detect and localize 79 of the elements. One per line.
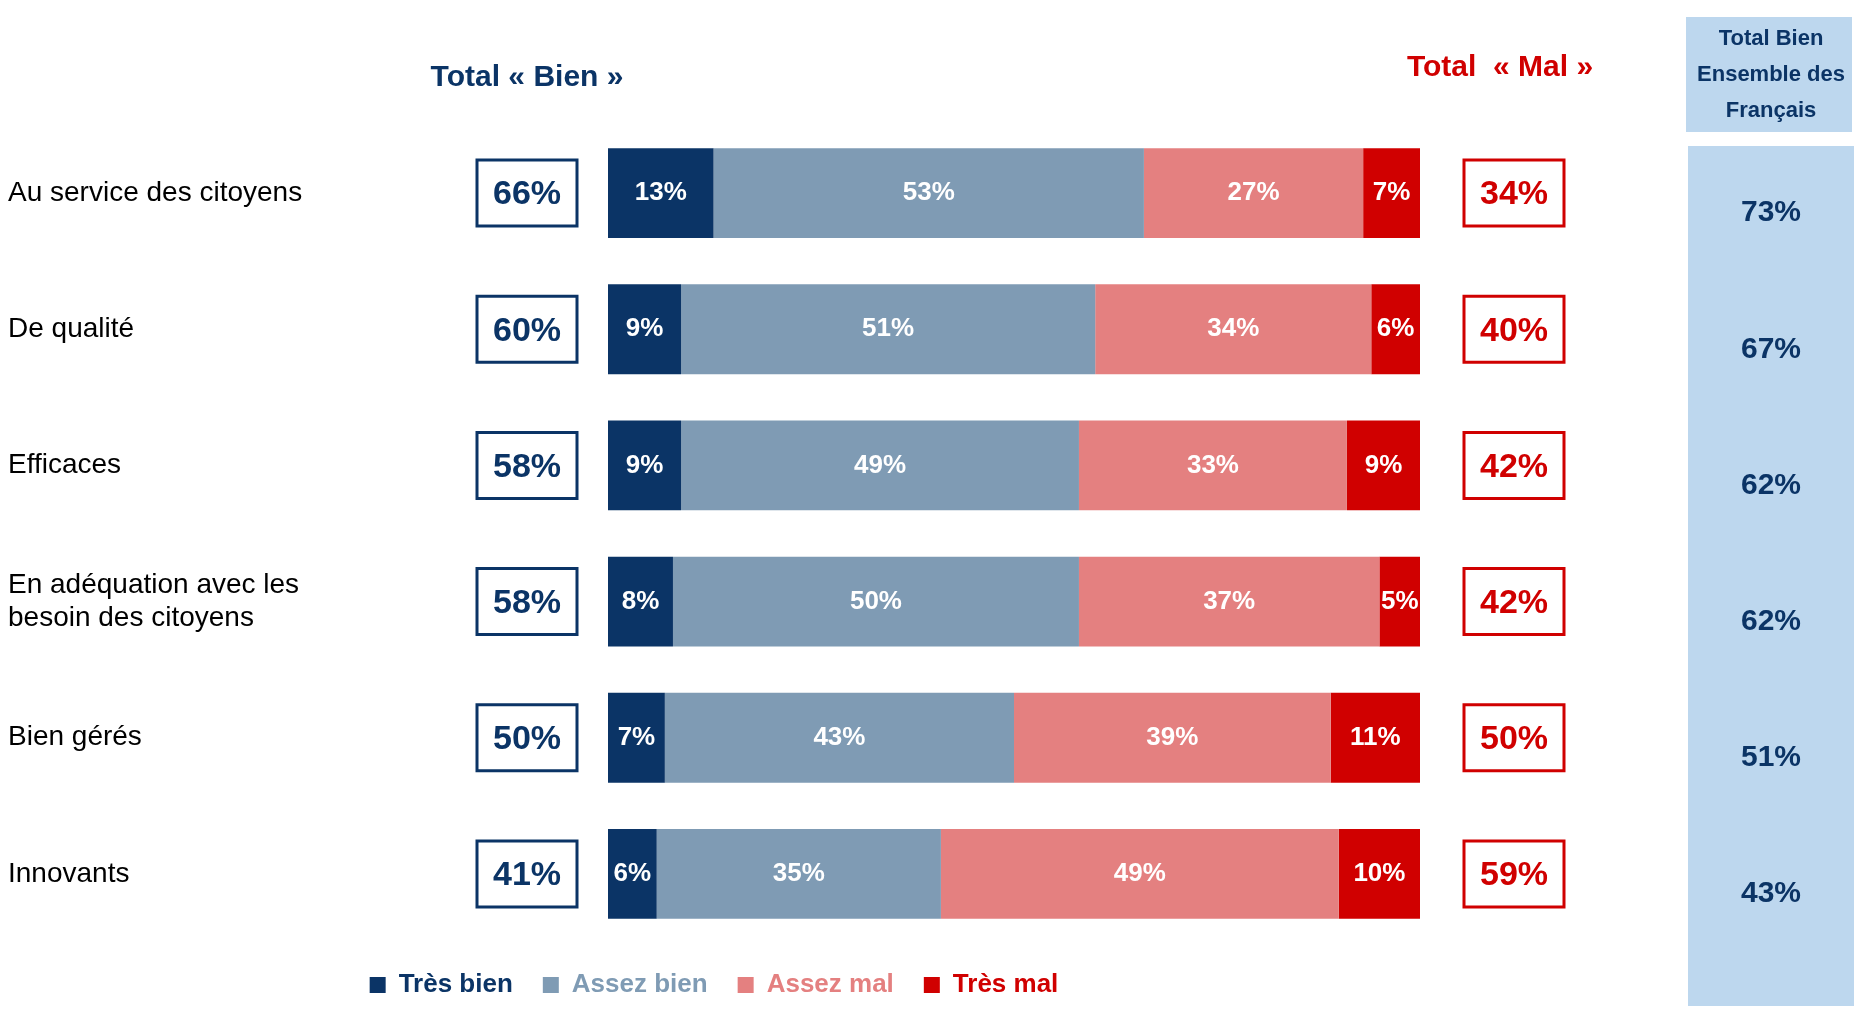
bar [1338, 828, 1420, 919]
text: 42% [1479, 445, 1549, 484]
bar [681, 284, 1096, 375]
data-label: 51% [862, 312, 915, 343]
data-label: 7% [617, 720, 656, 751]
text: 67% [1740, 330, 1802, 364]
bar [713, 148, 1144, 239]
data-label: 11% [1350, 720, 1401, 751]
y-tick-label: En adéquation avec les besoin des citoyens [8, 567, 300, 633]
data-label: 6% [613, 857, 652, 888]
data-label: 6% [1376, 312, 1415, 343]
y-tick-label: Efficaces [8, 448, 122, 480]
bar [608, 148, 714, 239]
data-label: 5% [1380, 584, 1419, 615]
text: 43% [1740, 875, 1802, 909]
legend-label: Assez mal [766, 968, 894, 999]
y-tick-label: Innovants [8, 856, 130, 888]
text: 50% [1479, 718, 1549, 757]
data-label: 7% [1372, 176, 1411, 207]
data-label: 53% [902, 176, 955, 207]
data-label: 10% [1353, 857, 1406, 888]
text: Total Bien Ensemble des Français [1697, 25, 1845, 123]
data-label: 39% [1146, 720, 1199, 751]
legend-label: Très bien [398, 968, 513, 999]
data-label: 13% [634, 176, 687, 207]
bar [1095, 284, 1372, 375]
bar [608, 284, 682, 375]
bar [672, 556, 1079, 647]
text: 62% [1740, 602, 1802, 636]
text: Total « Bien » [430, 59, 624, 93]
bar [1078, 556, 1380, 647]
text: 60% [492, 309, 562, 348]
bar [664, 692, 1014, 783]
data-label: 50% [849, 584, 902, 615]
data-label: 8% [621, 584, 660, 615]
bar [1078, 420, 1347, 511]
data-label: 9% [625, 312, 664, 343]
text: 58% [492, 581, 562, 620]
data-label: 49% [854, 448, 907, 479]
bar [1346, 420, 1420, 511]
data-label: 9% [625, 448, 664, 479]
text: 40% [1479, 309, 1549, 348]
bar [1014, 692, 1331, 783]
bar [1379, 556, 1420, 647]
bar [1143, 148, 1364, 239]
text: 58% [492, 445, 562, 484]
text: 59% [1479, 854, 1549, 893]
text: 62% [1740, 466, 1802, 500]
bar [608, 420, 682, 511]
data-label: 37% [1203, 584, 1256, 615]
y-tick-label: Au service des citoyens [8, 175, 303, 207]
text: 66% [492, 173, 562, 212]
data-label: 27% [1227, 176, 1280, 207]
bar [940, 828, 1339, 919]
text: 34% [1479, 173, 1549, 212]
bar [1363, 148, 1420, 239]
bar [1371, 284, 1420, 375]
bar [656, 828, 941, 919]
legend-label: Assez bien [571, 968, 708, 999]
text: 73% [1740, 194, 1802, 228]
bar [608, 556, 673, 647]
text: 41% [492, 854, 562, 893]
data-label: 9% [1364, 448, 1403, 479]
text: 42% [1479, 581, 1549, 620]
y-tick-label: Bien gérés [8, 720, 142, 752]
bar [608, 692, 665, 783]
y-tick-label: De qualité [8, 311, 135, 343]
legend-label: Très mal [952, 968, 1059, 999]
bar [681, 420, 1079, 511]
data-label: 33% [1186, 448, 1239, 479]
data-label: 35% [772, 857, 825, 888]
text: Total « Mal » [1406, 49, 1594, 83]
bar [608, 828, 657, 919]
data-label: 34% [1207, 312, 1260, 343]
text: 50% [492, 718, 562, 757]
text: 51% [1740, 739, 1802, 773]
bar [1330, 692, 1420, 783]
data-label: 49% [1113, 857, 1166, 888]
data-label: 43% [813, 720, 866, 751]
